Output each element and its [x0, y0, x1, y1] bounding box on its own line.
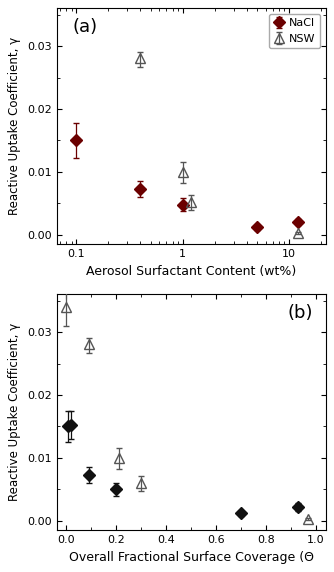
Y-axis label: Reactive Uptake Coefficient, γ: Reactive Uptake Coefficient, γ — [8, 323, 21, 502]
Legend: NaCl, NSW: NaCl, NSW — [269, 14, 320, 48]
X-axis label: Overall Fractional Surface Coverage (Θ: Overall Fractional Surface Coverage (Θ — [68, 551, 314, 563]
Text: (b): (b) — [288, 304, 314, 322]
X-axis label: Aerosol Surfactant Content (wt%): Aerosol Surfactant Content (wt%) — [86, 265, 296, 277]
Y-axis label: Reactive Uptake Coefficient, γ: Reactive Uptake Coefficient, γ — [8, 37, 21, 216]
Text: (a): (a) — [73, 18, 98, 36]
